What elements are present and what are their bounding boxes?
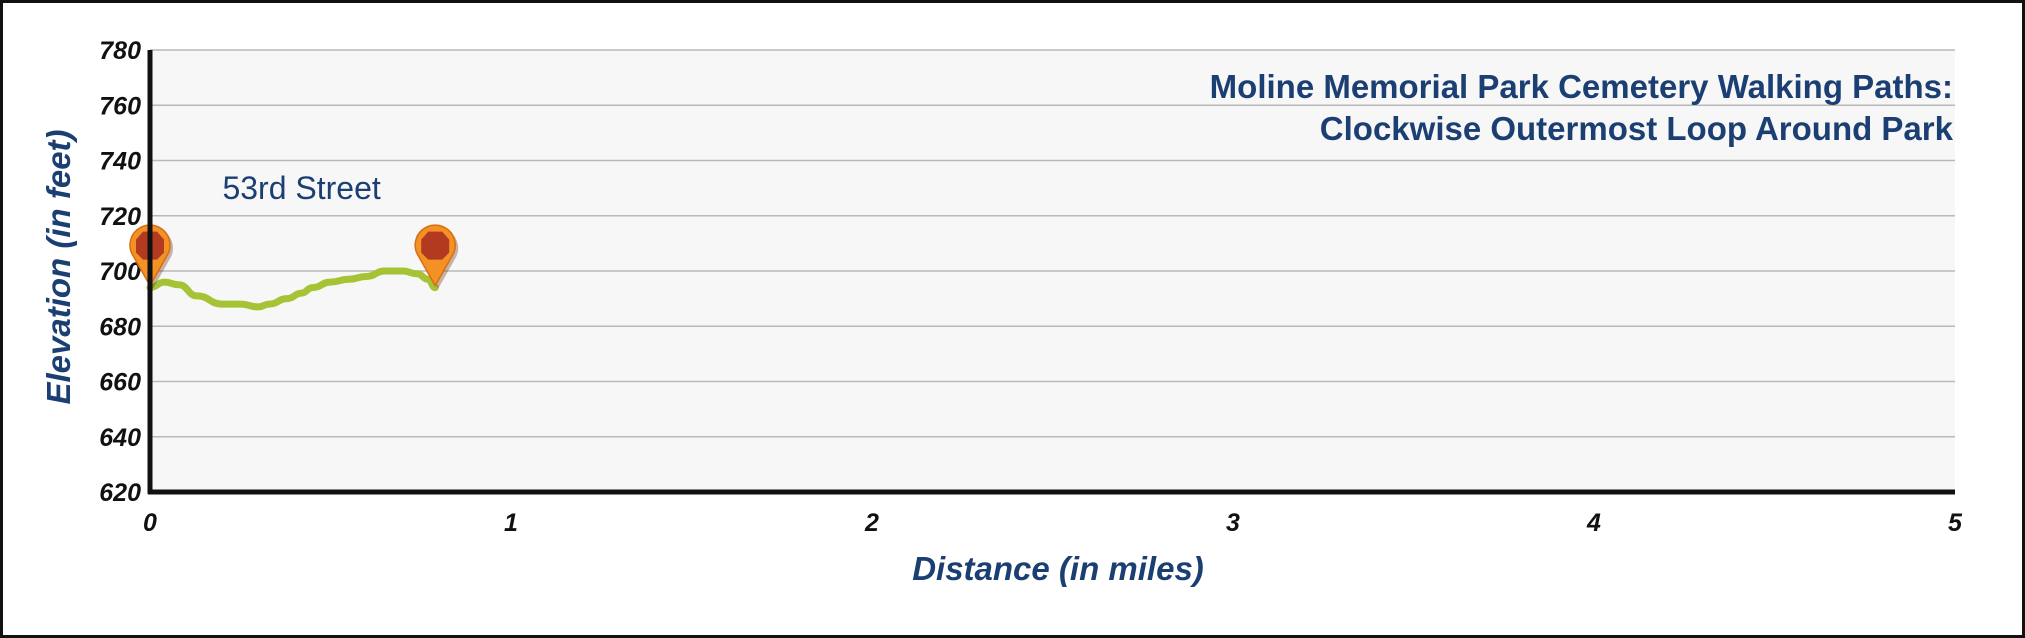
- elevation-line-0: [146, 267, 439, 311]
- chart-title-line-1: Moline Memorial Park Cemetery Walking Pa…: [1210, 68, 1953, 105]
- end-marker: [414, 224, 459, 289]
- y-tick-760: 760: [99, 92, 141, 120]
- series-layer: [146, 267, 439, 311]
- x-axis-label: Distance (in miles): [912, 550, 1204, 587]
- x-tick-5: 5: [1948, 509, 1963, 537]
- y-tick-700: 700: [99, 258, 141, 286]
- chart-title-line-2: Clockwise Outermost Loop Around Park: [1320, 110, 1954, 147]
- x-tick-labels: 0 1 2 3 4 5: [143, 509, 1963, 537]
- y-tick-720: 720: [99, 203, 141, 231]
- x-tick-2: 2: [864, 509, 879, 537]
- x-tick-1: 1: [504, 509, 518, 537]
- y-tick-labels: 620 640 660 680 700 720 740 760 780: [99, 37, 141, 507]
- y-tick-740: 740: [99, 148, 141, 176]
- end-marker-badge: [421, 231, 450, 260]
- y-tick-620: 620: [99, 479, 141, 507]
- y-tick-660: 660: [99, 369, 141, 397]
- y-tick-680: 680: [99, 313, 141, 341]
- x-tick-4: 4: [1586, 509, 1601, 537]
- grid-lines: [150, 49, 1955, 438]
- annotation-53rd-street: 53rd Street: [222, 170, 380, 206]
- x-tick-0: 0: [143, 509, 157, 537]
- y-tick-780: 780: [99, 37, 141, 65]
- axes: [147, 50, 1955, 495]
- y-axis-label: Elevation (in feet): [40, 129, 77, 404]
- y-tick-640: 640: [99, 424, 141, 452]
- x-tick-3: 3: [1226, 509, 1240, 537]
